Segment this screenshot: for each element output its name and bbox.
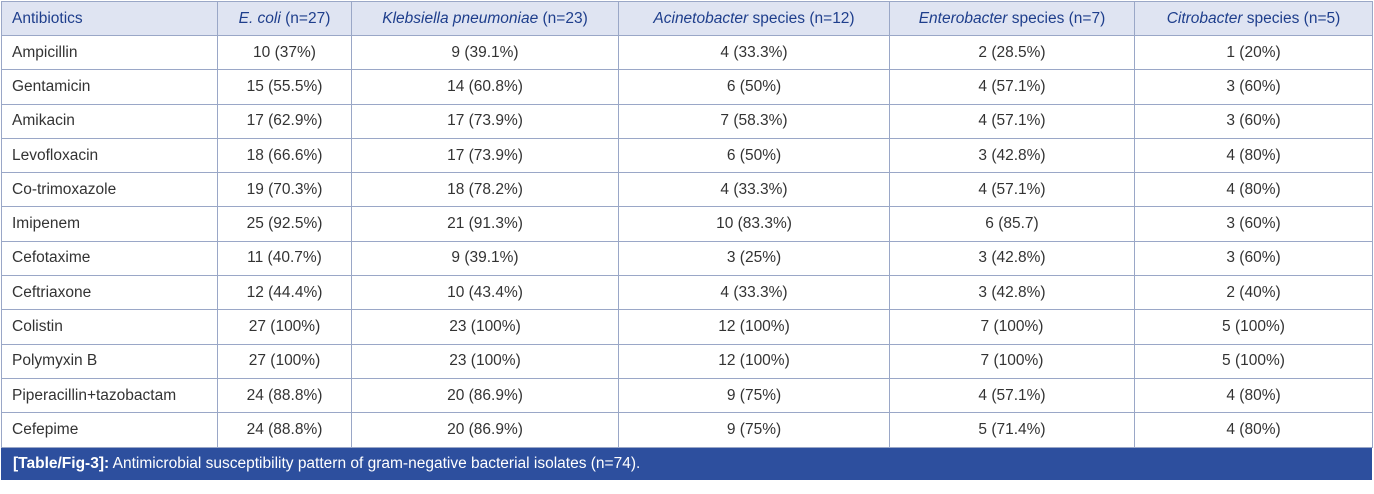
cell-acinetobacter: 4 (33.3%) — [618, 172, 890, 208]
cell-enterobacter: 4 (57.1%) — [889, 377, 1135, 414]
cell-klebsiella: 9 (39.1%) — [351, 34, 619, 71]
cell-klebsiella: 10 (43.4%) — [351, 275, 619, 311]
cell-citrobacter: 3 (60%) — [1134, 206, 1373, 242]
table-row: Piperacillin+tazobactam 24 (88.8%) 20 (86.… — [1, 377, 1373, 414]
table-row: Levofloxacin 18 (66.6%) 17 (73.9%) 6 (50%) 3… — [1, 137, 1373, 174]
caption-label: [Table/Fig-3]: — [13, 454, 110, 472]
cell-antibiotic: Imipenem — [1, 206, 218, 242]
cell-enterobacter: 3 (42.8%) — [889, 137, 1135, 174]
cell-e-coli: 24 (88.8%) — [217, 412, 352, 448]
cell-citrobacter: 4 (80%) — [1134, 377, 1373, 414]
cell-antibiotic: Polymyxin B — [1, 343, 218, 379]
cell-enterobacter: 5 (71.4%) — [889, 412, 1135, 448]
table-figure: Antibiotics E. coli (n=27) Klebsiella pn… — [1, 1, 1373, 480]
header-citrobacter: Citrobacter species (n=5) — [1134, 1, 1373, 36]
cell-klebsiella: 14 (60.8%) — [351, 69, 619, 105]
cell-citrobacter: 1 (20%) — [1134, 34, 1373, 71]
cell-acinetobacter: 7 (58.3%) — [618, 103, 890, 139]
cell-e-coli: 10 (37%) — [217, 34, 352, 71]
table-caption: [Table/Fig-3]: Antimicrobial susceptibil… — [1, 447, 1372, 480]
cell-enterobacter: 4 (57.1%) — [889, 172, 1135, 208]
cell-acinetobacter: 6 (50%) — [618, 137, 890, 174]
table-row: Colistin 27 (100%) 23 (100%) 12 (100%) 7 (10… — [1, 309, 1373, 345]
cell-klebsiella: 21 (91.3%) — [351, 206, 619, 242]
header-klebsiella: Klebsiella pneumoniae (n=23) — [351, 1, 619, 36]
table-row: Imipenem 25 (92.5%) 21 (91.3%) 10 (83.3%) 6 … — [1, 206, 1373, 242]
cell-enterobacter: 7 (100%) — [889, 309, 1135, 345]
cell-e-coli: 27 (100%) — [217, 309, 352, 345]
cell-enterobacter: 4 (57.1%) — [889, 103, 1135, 139]
cell-enterobacter: 3 (42.8%) — [889, 240, 1135, 277]
cell-citrobacter: 3 (60%) — [1134, 240, 1373, 277]
cell-e-coli: 17 (62.9%) — [217, 103, 352, 139]
cell-citrobacter: 5 (100%) — [1134, 343, 1373, 379]
cell-klebsiella: 20 (86.9%) — [351, 377, 619, 414]
cell-acinetobacter: 6 (50%) — [618, 69, 890, 105]
table-row: Ceftriaxone 12 (44.4%) 10 (43.4%) 4 (33.3%)… — [1, 275, 1373, 311]
caption-text: Antimicrobial susceptibility pattern of … — [109, 454, 641, 472]
header-e-coli: E. coli (n=27) — [217, 1, 352, 36]
cell-antibiotic: Cefepime — [1, 412, 218, 448]
cell-antibiotic: Levofloxacin — [1, 137, 218, 174]
susceptibility-table: Antibiotics E. coli (n=27) Klebsiella pn… — [1, 1, 1373, 448]
cell-antibiotic: Ampicillin — [1, 34, 218, 71]
cell-antibiotic: Ceftriaxone — [1, 275, 218, 311]
cell-klebsiella: 18 (78.2%) — [351, 172, 619, 208]
table-row: Gentamicin 15 (55.5%) 14 (60.8%) 6 (50%) 4 (… — [1, 69, 1373, 105]
cell-citrobacter: 2 (40%) — [1134, 275, 1373, 311]
cell-citrobacter: 3 (60%) — [1134, 103, 1373, 139]
header-antibiotics: Antibiotics — [1, 1, 218, 36]
cell-acinetobacter: 9 (75%) — [618, 377, 890, 414]
cell-acinetobacter: 4 (33.3%) — [618, 34, 890, 71]
cell-citrobacter: 4 (80%) — [1134, 137, 1373, 174]
cell-e-coli: 19 (70.3%) — [217, 172, 352, 208]
table-row: Co-trimoxazole 19 (70.3%) 18 (78.2%) 4 (33.… — [1, 172, 1373, 208]
cell-citrobacter: 5 (100%) — [1134, 309, 1373, 345]
cell-e-coli: 12 (44.4%) — [217, 275, 352, 311]
cell-acinetobacter: 4 (33.3%) — [618, 275, 890, 311]
cell-e-coli: 11 (40.7%) — [217, 240, 352, 277]
cell-acinetobacter: 9 (75%) — [618, 412, 890, 448]
cell-enterobacter: 4 (57.1%) — [889, 69, 1135, 105]
cell-antibiotic: Cefotaxime — [1, 240, 218, 277]
cell-e-coli: 15 (55.5%) — [217, 69, 352, 105]
cell-acinetobacter: 12 (100%) — [618, 309, 890, 345]
header-enterobacter: Enterobacter species (n=7) — [889, 1, 1135, 36]
cell-antibiotic: Co-trimoxazole — [1, 172, 218, 208]
cell-acinetobacter: 10 (83.3%) — [618, 206, 890, 242]
cell-klebsiella: 23 (100%) — [351, 309, 619, 345]
table-header-row: Antibiotics E. coli (n=27) Klebsiella pn… — [1, 1, 1373, 36]
cell-klebsiella: 9 (39.1%) — [351, 240, 619, 277]
table-row: Ampicillin 10 (37%) 9 (39.1%) 4 (33.3%) 2 (2… — [1, 34, 1373, 71]
cell-e-coli: 25 (92.5%) — [217, 206, 352, 242]
cell-citrobacter: 4 (80%) — [1134, 412, 1373, 448]
cell-acinetobacter: 3 (25%) — [618, 240, 890, 277]
header-acinetobacter: Acinetobacter species (n=12) — [618, 1, 890, 36]
table-row: Cefepime 24 (88.8%) 20 (86.9%) 9 (75%) 5 (71… — [1, 412, 1373, 448]
cell-enterobacter: 7 (100%) — [889, 343, 1135, 379]
cell-klebsiella: 17 (73.9%) — [351, 103, 619, 139]
cell-enterobacter: 2 (28.5%) — [889, 34, 1135, 71]
cell-antibiotic: Amikacin — [1, 103, 218, 139]
cell-citrobacter: 3 (60%) — [1134, 69, 1373, 105]
table-row: Cefotaxime 11 (40.7%) 9 (39.1%) 3 (25%) 3 (4… — [1, 240, 1373, 277]
cell-enterobacter: 3 (42.8%) — [889, 275, 1135, 311]
cell-antibiotic: Gentamicin — [1, 69, 218, 105]
cell-klebsiella: 20 (86.9%) — [351, 412, 619, 448]
cell-klebsiella: 17 (73.9%) — [351, 137, 619, 174]
cell-enterobacter: 6 (85.7) — [889, 206, 1135, 242]
cell-citrobacter: 4 (80%) — [1134, 172, 1373, 208]
cell-antibiotic: Piperacillin+tazobactam — [1, 377, 218, 414]
cell-klebsiella: 23 (100%) — [351, 343, 619, 379]
table-row: Amikacin 17 (62.9%) 17 (73.9%) 7 (58.3%) 4 (… — [1, 103, 1373, 139]
cell-e-coli: 27 (100%) — [217, 343, 352, 379]
table-body: Ampicillin 10 (37%) 9 (39.1%) 4 (33.3%) 2 (2… — [1, 34, 1373, 448]
cell-acinetobacter: 12 (100%) — [618, 343, 890, 379]
cell-e-coli: 24 (88.8%) — [217, 377, 352, 414]
cell-e-coli: 18 (66.6%) — [217, 137, 352, 174]
cell-antibiotic: Colistin — [1, 309, 218, 345]
table-row: Polymyxin B 27 (100%) 23 (100%) 12 (100%) 7 … — [1, 343, 1373, 379]
